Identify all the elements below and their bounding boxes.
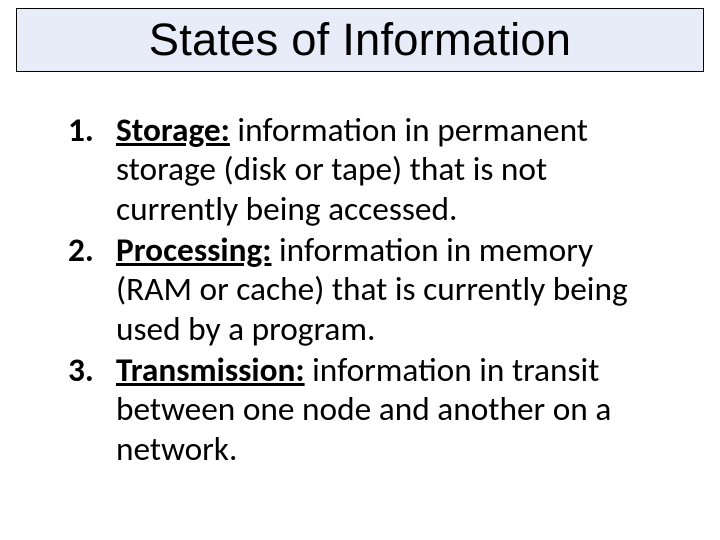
list-term: Transmission: <box>116 349 305 390</box>
list-term: Storage: <box>116 109 230 150</box>
list-term: Processing: <box>116 229 271 270</box>
numbered-list: Storage: information in permanent storag… <box>56 110 664 468</box>
slide-body: Storage: information in permanent storag… <box>56 110 664 470</box>
title-bar: States of Information <box>16 8 704 72</box>
slide: States of Information Storage: informati… <box>0 0 720 540</box>
list-item: Transmission: information in transit bet… <box>56 350 664 468</box>
list-item: Storage: information in permanent storag… <box>56 110 664 228</box>
slide-title: States of Information <box>149 14 571 66</box>
list-item: Processing: information in memory (RAM o… <box>56 230 664 348</box>
